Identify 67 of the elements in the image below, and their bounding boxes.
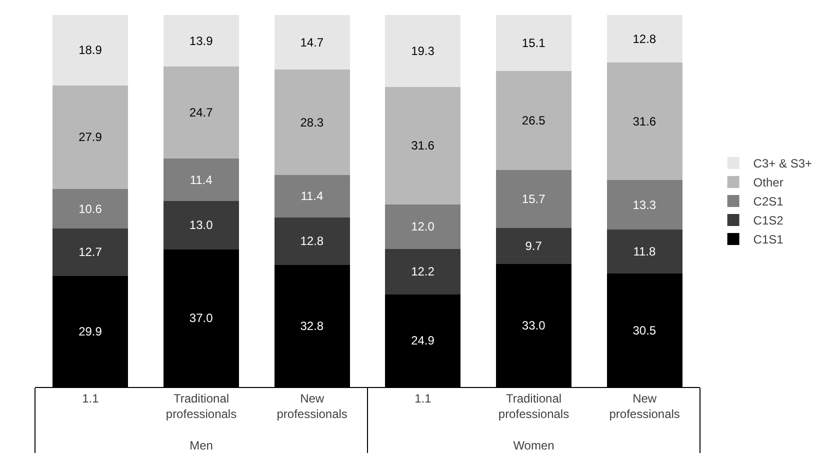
bar	[606, 15, 682, 63]
bar	[496, 71, 572, 170]
legend-label: C1S2	[753, 214, 784, 228]
data-label: 11.4	[190, 172, 213, 187]
x-tick-label: Traditional professionals	[498, 391, 570, 421]
data-label: 13.0	[189, 218, 214, 232]
data-label: 27.9	[78, 130, 102, 144]
data-label: 29.9	[78, 324, 102, 338]
bar	[606, 230, 682, 274]
data-label: 12.0	[411, 220, 435, 234]
legend-label: Other	[753, 176, 784, 190]
text: Men	[190, 438, 213, 453]
bar	[274, 174, 350, 218]
data-label: 12.2	[411, 264, 435, 279]
bar	[496, 228, 572, 264]
text: Women	[513, 438, 554, 453]
data-label: 11.8	[633, 244, 656, 259]
data-label: 32.8	[300, 318, 324, 333]
data-label: 9.7	[525, 239, 542, 254]
bar	[606, 180, 682, 230]
data-label: 15.7	[522, 192, 546, 206]
data-label: 10.6	[78, 202, 102, 216]
bar	[385, 15, 461, 87]
data-label: 37.0	[189, 311, 214, 326]
data-label: 12.8	[632, 32, 656, 46]
bar	[164, 66, 239, 159]
legend-label: C2S1	[753, 194, 784, 209]
bar	[164, 201, 239, 250]
data-label: 31.6	[632, 114, 656, 128]
x-tick-label: New professionals	[276, 391, 348, 421]
bar	[385, 204, 461, 249]
bar	[52, 189, 128, 229]
data-label: 14.7	[300, 35, 324, 50]
bar	[496, 15, 572, 72]
data-label: 30.5	[632, 323, 656, 338]
data-label: 15.1	[522, 36, 546, 50]
data-label: 31.6	[411, 138, 435, 153]
bar	[606, 62, 682, 180]
legend-label: C1S1	[753, 232, 784, 247]
data-label: 33.0	[522, 318, 546, 333]
data-label: 28.3	[300, 115, 324, 130]
data-label: 24.7	[189, 106, 214, 120]
bar	[496, 170, 572, 228]
bar	[385, 86, 461, 204]
x-tick-label: 1.1	[414, 391, 432, 406]
data-label: 26.5	[522, 113, 546, 128]
data-label: 12.7	[78, 245, 102, 260]
bar	[164, 158, 239, 201]
bar	[52, 228, 128, 276]
bar	[52, 85, 128, 190]
x-tick-label: Traditional professionals	[166, 391, 237, 421]
x-tick-label: 1.1	[82, 391, 100, 406]
x-tick-label: New professionals	[609, 391, 680, 421]
bar	[164, 15, 239, 67]
bar	[274, 15, 350, 70]
bar	[52, 15, 128, 86]
data-label: 12.8	[300, 234, 324, 248]
data-label: 19.3	[411, 44, 435, 58]
legend-label: C3+ & S3+	[753, 156, 812, 171]
data-label: 11.4	[300, 189, 324, 204]
bar	[274, 217, 350, 265]
bar	[385, 248, 461, 294]
data-label: 13.9	[189, 34, 214, 48]
data-label: 18.9	[78, 43, 102, 58]
bar	[274, 70, 350, 175]
data-label: 13.3	[632, 198, 656, 212]
data-label: 24.9	[411, 334, 435, 348]
